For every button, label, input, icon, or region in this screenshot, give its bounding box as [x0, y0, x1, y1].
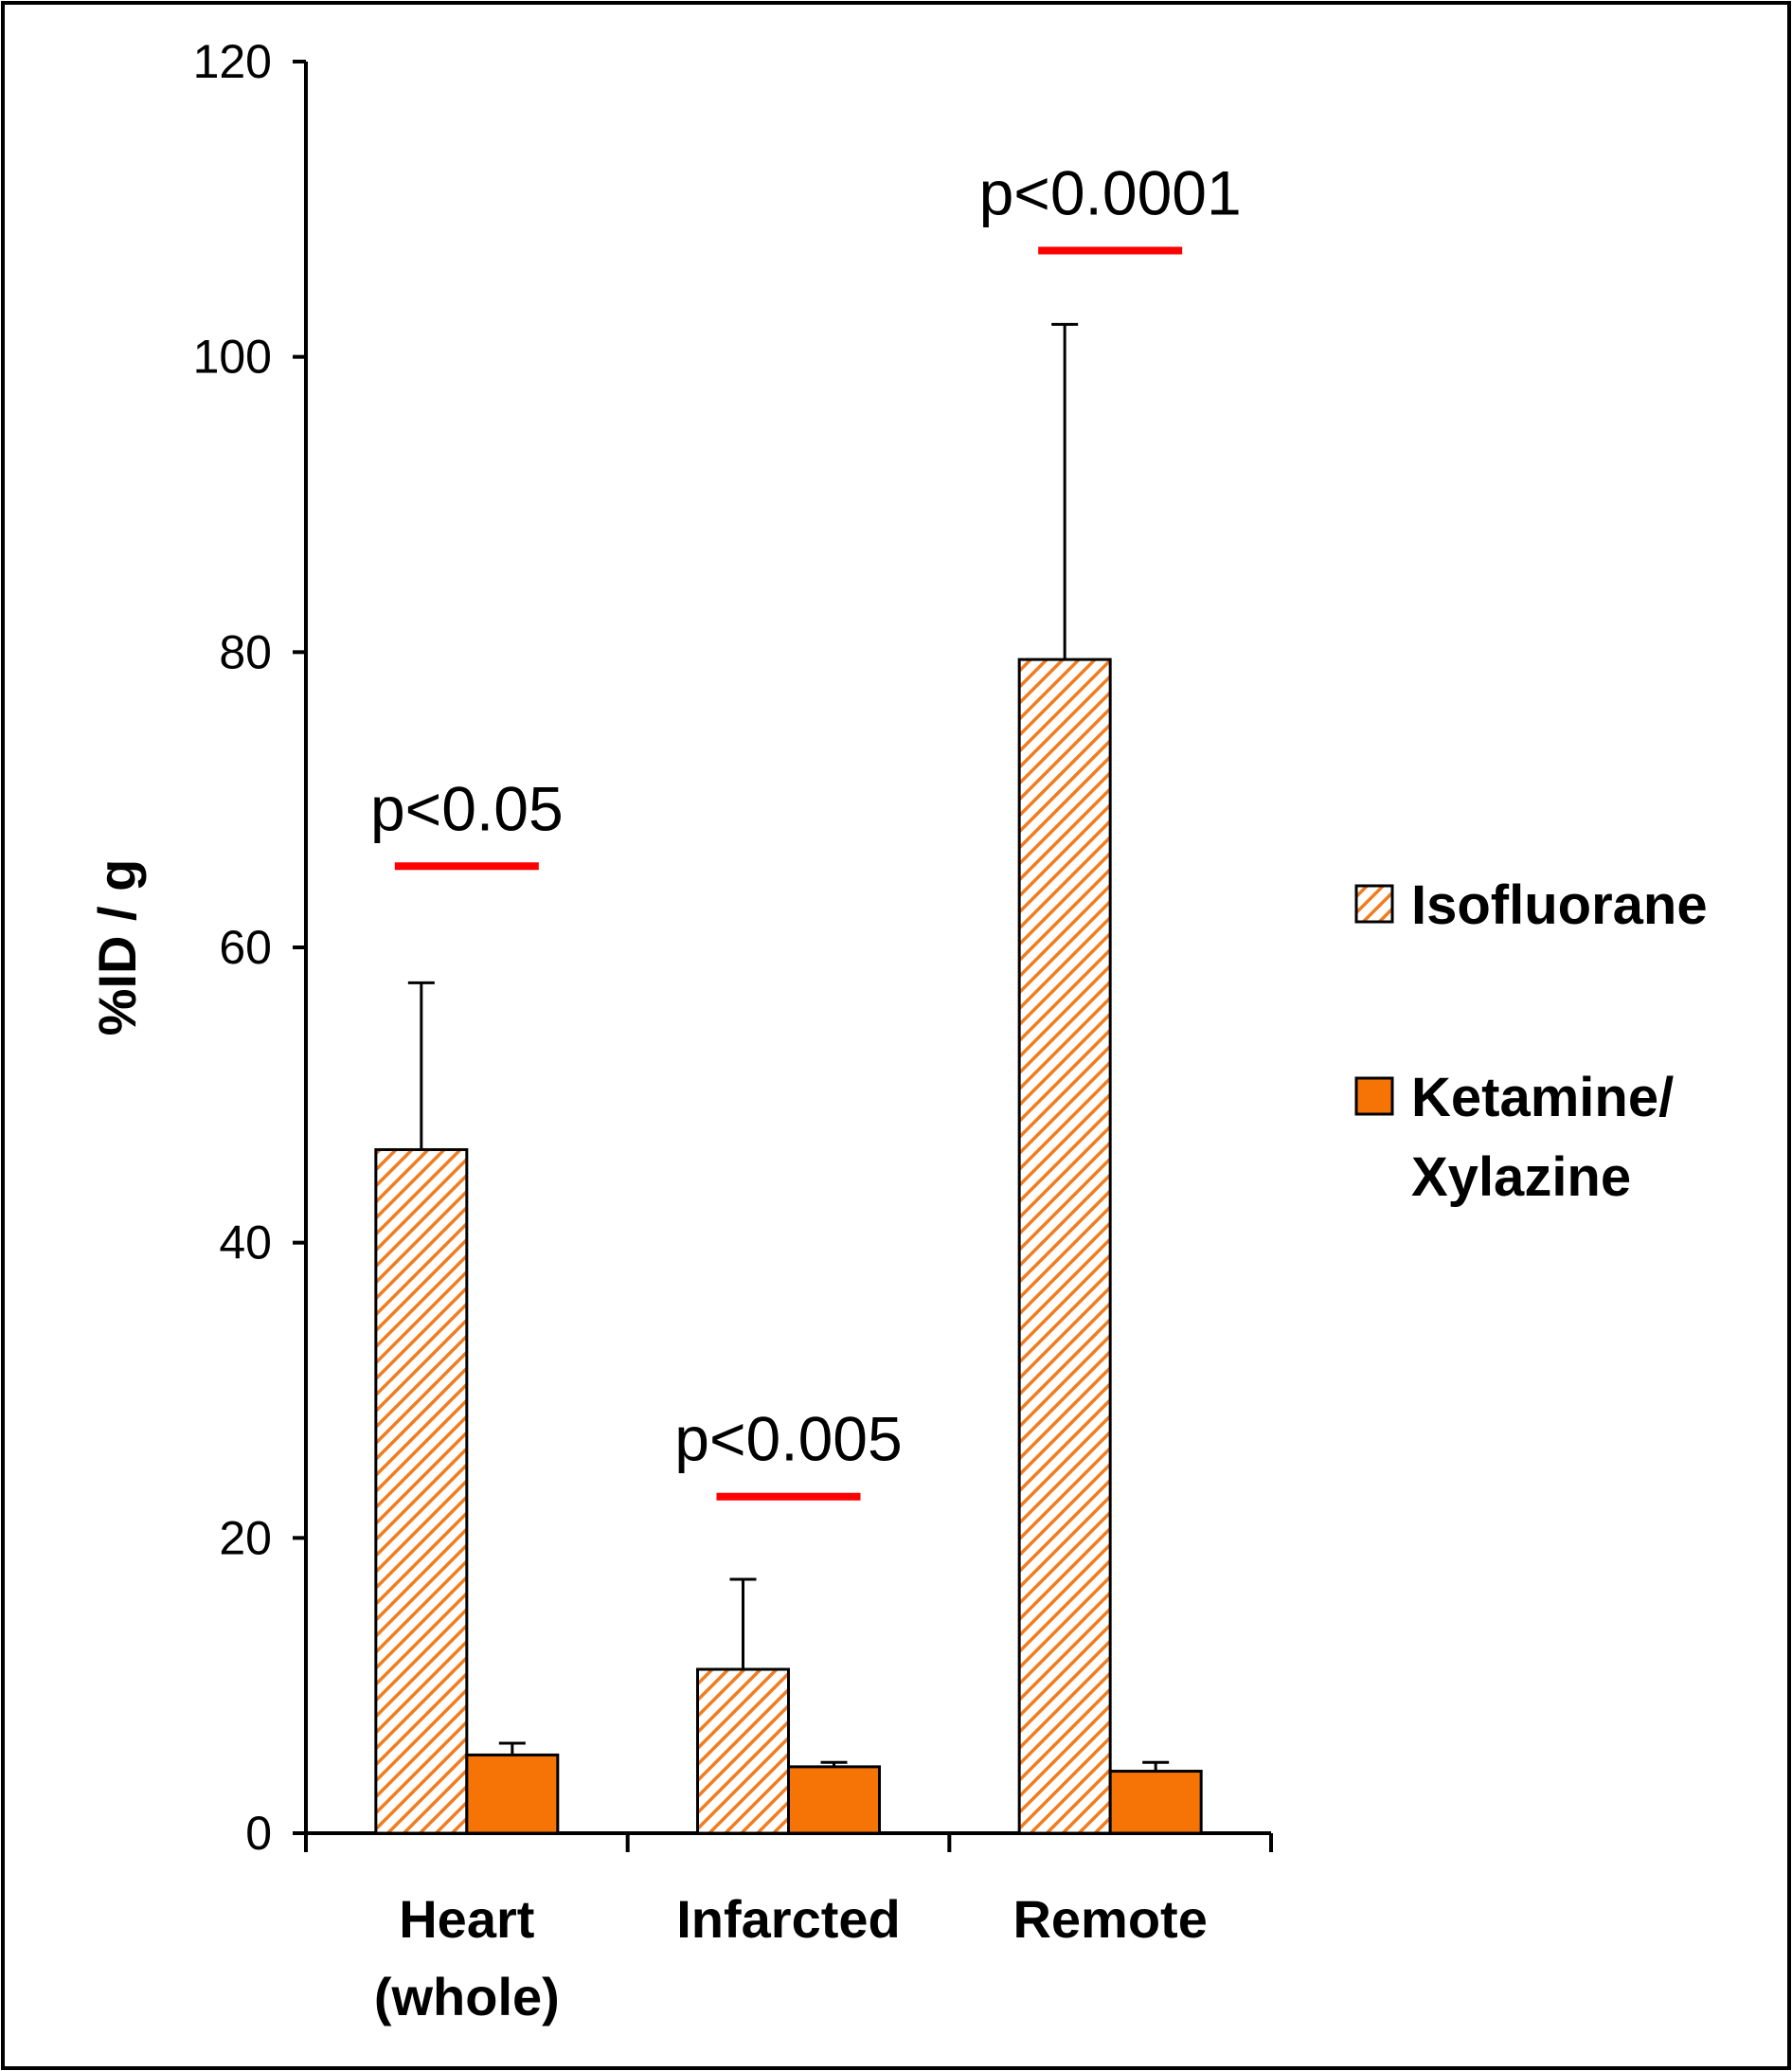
legend-label-line: Ketamine/ [1411, 1067, 1674, 1128]
x-category-label: Infarcted [676, 1889, 901, 1949]
bar-isofluorane [1017, 657, 1112, 1835]
legend-swatch-ketamine-xylazine [1354, 1076, 1394, 1116]
legend-label: Ketamine/Xylazine [1411, 1067, 1674, 1208]
bar-ketamine-xylazine [465, 1753, 560, 1835]
y-tick-label: 80 [219, 625, 272, 678]
legend-label-line: Isofluorane [1411, 874, 1708, 936]
y-axis-label: %ID / g [87, 859, 147, 1036]
x-category-label: Heart (whole) [374, 1889, 560, 2026]
bar-isofluorane [374, 1147, 469, 1835]
x-category-label-line: Heart [399, 1889, 534, 1949]
legend-swatch-isofluorane [1354, 884, 1394, 924]
p-value-label: p<0.0001 [979, 157, 1242, 227]
legend-label: Isofluorane [1411, 874, 1708, 936]
y-tick-label: 20 [219, 1511, 272, 1564]
p-value-label: p<0.005 [674, 1404, 902, 1474]
y-tick-label: 40 [219, 1216, 272, 1270]
y-tick-label: 0 [245, 1807, 272, 1860]
bar-ketamine-xylazine [787, 1765, 881, 1835]
x-category-label-line: Remote [1012, 1889, 1207, 1949]
x-category-label-line: (whole) [374, 1967, 560, 2026]
y-tick-label: 100 [193, 331, 272, 384]
x-category-label: Remote [1012, 1889, 1207, 1949]
x-category-label-line: Infarcted [676, 1889, 901, 1949]
y-tick-label: 60 [219, 921, 272, 974]
y-tick-label: 120 [193, 35, 272, 88]
legend-label-line: Xylazine [1411, 1146, 1631, 1208]
bar-isofluorane [696, 1667, 790, 1835]
bar-ketamine-xylazine [1108, 1770, 1203, 1835]
p-value-label: p<0.05 [370, 773, 564, 843]
